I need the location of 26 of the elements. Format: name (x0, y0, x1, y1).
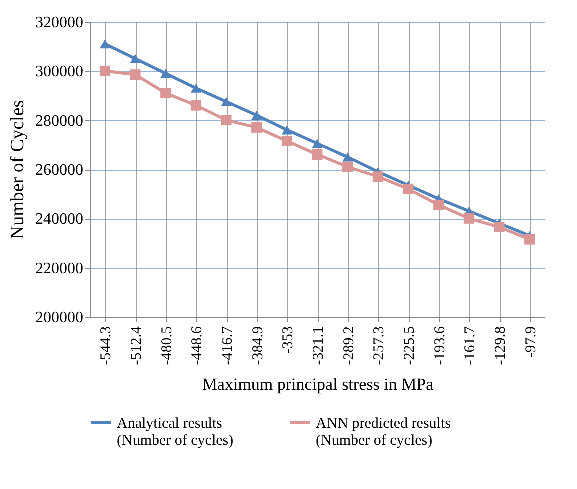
x-tick-label: -384.9 (250, 326, 266, 366)
x-tick-label: -480.5 (159, 326, 176, 366)
y-tick-label: 220000 (36, 260, 84, 278)
x-tick-label: -416.7 (220, 326, 236, 366)
y-tick-label: 320000 (36, 14, 84, 32)
x-tick-label: -512.4 (129, 326, 145, 366)
y-tick-label: 200000 (36, 310, 84, 326)
y-tick-label: 240000 (36, 211, 84, 228)
x-tick-label: -448.6 (190, 326, 206, 366)
x-tick-label: -257.3 (372, 326, 388, 366)
x-tick-label: -289.2 (341, 326, 358, 366)
x-tick-label: -193.6 (432, 326, 448, 366)
x-tick-label: -97.9 (523, 326, 540, 358)
y-axis-title: Number of Cycles (8, 100, 28, 240)
y-tick-label: 280000 (36, 112, 84, 130)
x-tick-label: -225.5 (402, 326, 418, 366)
x-tick-label: -321.1 (311, 326, 327, 366)
x-tick-label: -129.8 (493, 326, 509, 366)
legend-label: Analytical results (Number of cycles) (117, 416, 234, 449)
x-tick-label: -161.7 (462, 326, 479, 366)
x-tick-label: -353 (280, 326, 297, 354)
x-axis-title: Maximum principal stress in MPa (202, 375, 434, 394)
x-tick-label: -544.3 (98, 326, 115, 366)
y-tick-label: 260000 (36, 162, 84, 179)
y-tick-label: 300000 (36, 64, 84, 81)
legend-label: ANN predicted results (Number of cycles) (316, 416, 452, 449)
